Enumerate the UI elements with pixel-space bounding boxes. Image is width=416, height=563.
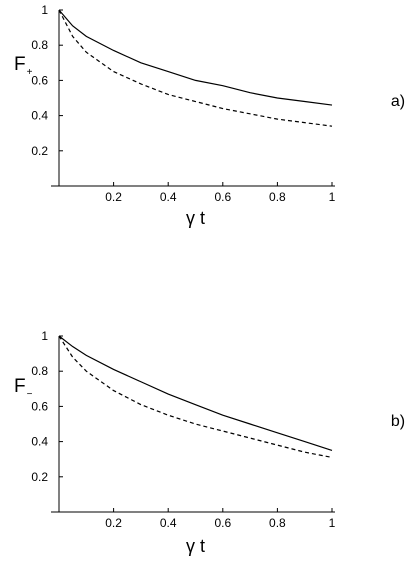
y-tick-label: 0.4	[31, 435, 48, 449]
series-line-dashed	[58, 335, 333, 459]
panel-label: b)	[391, 413, 405, 430]
series-line-solid	[58, 335, 333, 451]
y-tick-label: 1	[41, 329, 48, 343]
y-axis-label: F−	[14, 376, 33, 400]
x-tick-label: 0.8	[269, 190, 286, 204]
panel-a: 0.2 0.4 0.6 0.8 1 0.2 0.4 0.6 0.8 1 F+ γ t a)	[14, 3, 405, 228]
y-tick-label: 1	[41, 3, 48, 17]
y-tick-label: 0.8	[31, 38, 48, 52]
y-axis-label-main: F	[14, 376, 26, 397]
y-axis-label: F+	[14, 54, 33, 78]
x-tick-label: 0.2	[105, 190, 122, 204]
x-tick-label: 0.6	[214, 190, 231, 204]
x-axis-label: γ t	[186, 208, 205, 228]
series-line-solid	[58, 9, 333, 106]
y-axis-label-main: F	[14, 54, 26, 75]
y-tick-label: 0.8	[31, 364, 48, 378]
y-tick-label: 0.4	[31, 109, 48, 123]
y-tick-label: 0.2	[31, 144, 48, 158]
y-tick-label: 0.6	[31, 399, 48, 413]
y-tick-label: 0.2	[31, 470, 48, 484]
x-axis-label: γ t	[186, 536, 205, 556]
x-tick-label: 0.4	[160, 516, 177, 530]
panel-label: a)	[391, 93, 405, 110]
x-tick-label: 0.2	[105, 516, 122, 530]
y-tick-label: 0.6	[31, 73, 48, 87]
x-tick-label: 0.6	[214, 516, 231, 530]
series-line-dashed	[58, 9, 333, 127]
x-tick-label: 0.4	[160, 190, 177, 204]
y-axis-label-sub: +	[27, 67, 33, 78]
y-axis-label-sub: −	[27, 389, 33, 400]
x-tick-label: 1	[329, 190, 336, 204]
panel-b: 0.2 0.4 0.6 0.8 1 0.2 0.4 0.6 0.8 1 F− γ t b)	[14, 329, 405, 556]
x-tick-label: 1	[329, 516, 336, 530]
x-tick-label: 0.8	[269, 516, 286, 530]
